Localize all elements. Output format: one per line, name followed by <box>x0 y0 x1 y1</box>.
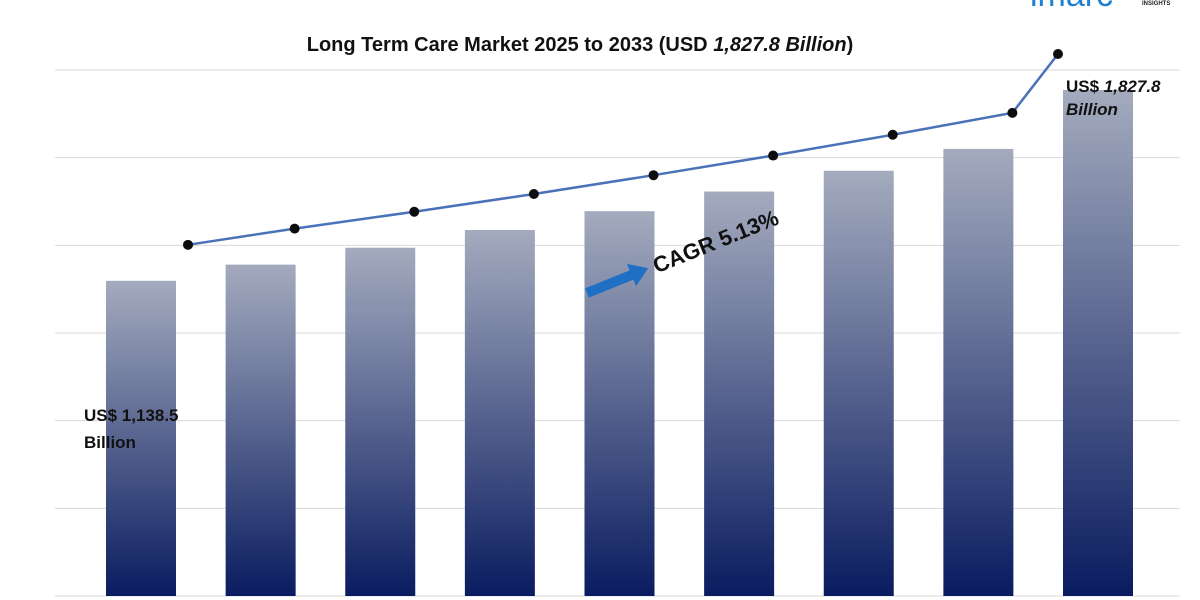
bar-2030 <box>704 191 775 596</box>
trend-marker-2029 <box>648 170 659 181</box>
logo-subtext: INSIGHTS <box>1142 1 1170 7</box>
bars <box>106 89 1133 597</box>
trend-marker-2031 <box>887 129 898 140</box>
trend-marker-2026 <box>289 223 300 234</box>
logo-text: imarc <box>1030 0 1113 14</box>
end-value-label-line2: Billion <box>1066 100 1118 119</box>
title-value: 1,827.8 Billion <box>713 34 846 56</box>
trend-marker-2032 <box>1007 107 1018 118</box>
trend-marker-2025 <box>183 239 193 250</box>
end-value-label-line1: US$ 1,827.8 <box>1066 77 1161 96</box>
imarc-logo: imarc INSIGHTS <box>1030 0 1170 14</box>
chart-title: Long Term Care Market 2025 to 2033 (USD … <box>307 34 854 56</box>
bar-2033 <box>1063 89 1133 596</box>
title-close: ) <box>847 34 854 56</box>
bar-2026 <box>225 264 296 596</box>
bar-2031 <box>823 170 894 597</box>
bar-2032 <box>943 148 1014 596</box>
bar-2027 <box>345 247 416 596</box>
title-main: Long Term Care Market 2025 to 2033 (USD <box>307 34 713 56</box>
bar-2028 <box>464 230 535 596</box>
trend-line-group <box>183 48 1063 250</box>
cagr-arrow-icon <box>585 263 649 298</box>
end-value-prefix: US$ <box>1066 77 1104 96</box>
trend-marker-2030 <box>768 150 779 161</box>
start-value-label-line1: US$ 1,138.5 <box>84 406 179 425</box>
trend-marker-2028 <box>528 189 539 200</box>
end-value-number: 1,827.8 <box>1104 77 1161 96</box>
trend-marker-2027 <box>409 206 420 217</box>
trend-marker-2033 <box>1053 48 1063 59</box>
bar-2025 <box>106 280 176 596</box>
start-value-label-line2: Billion <box>84 433 136 452</box>
